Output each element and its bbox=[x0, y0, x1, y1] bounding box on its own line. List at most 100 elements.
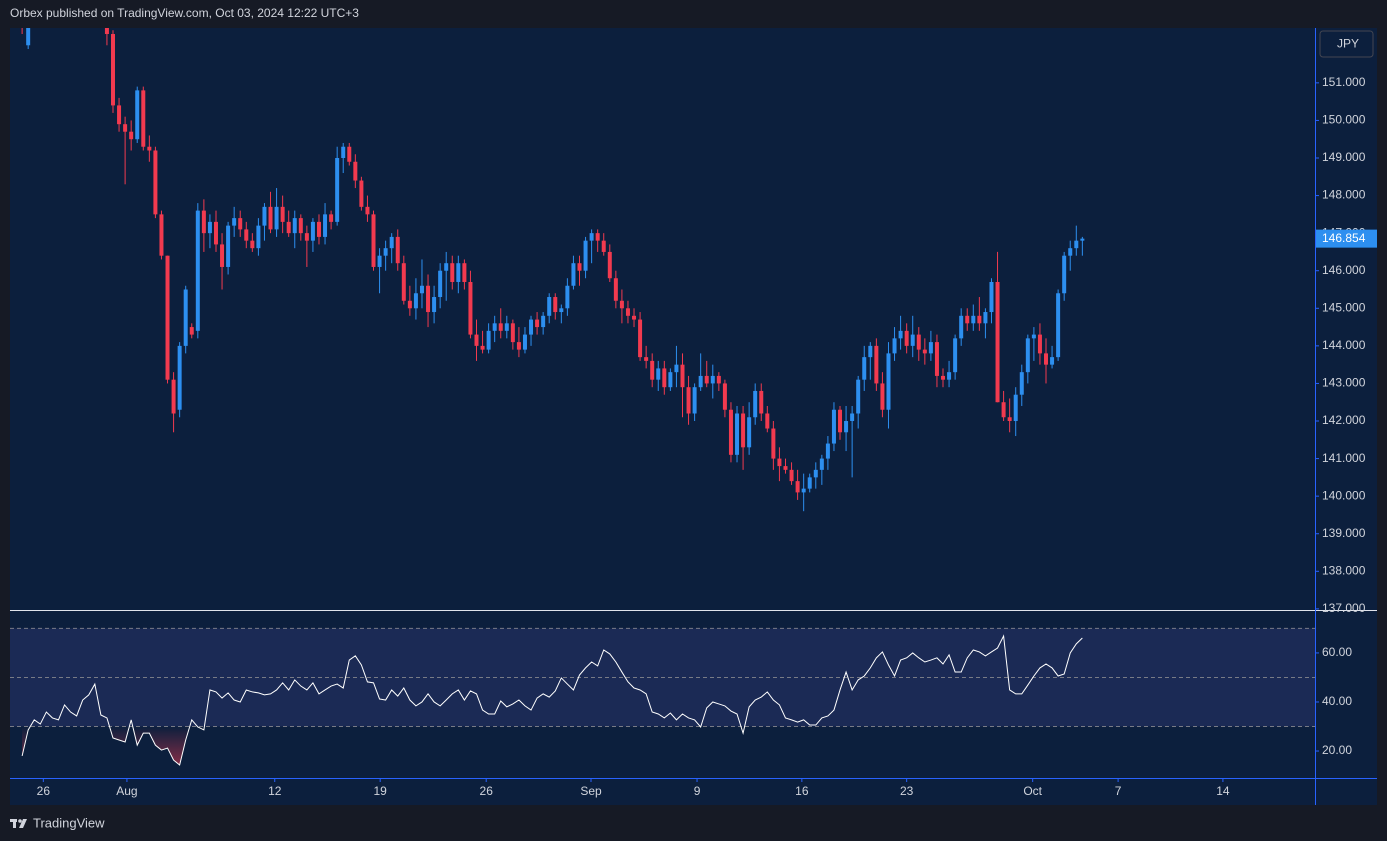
candle-body bbox=[831, 409, 836, 444]
header-text: Orbex published on TradingView.com, Oct … bbox=[10, 6, 359, 20]
candle-body bbox=[486, 330, 491, 350]
y-tick-label: 20.00 bbox=[1322, 743, 1352, 757]
candle-body bbox=[656, 368, 661, 380]
candle-body bbox=[777, 458, 782, 467]
candle-body bbox=[341, 146, 346, 159]
x-tick-label: 19 bbox=[373, 784, 387, 798]
candle-body bbox=[910, 334, 915, 346]
candle-body bbox=[232, 218, 237, 226]
price-axis-area bbox=[1315, 28, 1377, 805]
last-price-label: 146.854 bbox=[1322, 231, 1366, 245]
candle-body bbox=[117, 105, 122, 125]
candle-body bbox=[977, 315, 982, 324]
candle-body bbox=[1044, 353, 1049, 365]
candle-body bbox=[377, 255, 382, 267]
candle-body bbox=[838, 409, 843, 433]
candle-body bbox=[226, 225, 231, 267]
candle-body bbox=[171, 379, 176, 414]
candle-body bbox=[280, 206, 285, 222]
y-tick-label: 144.000 bbox=[1322, 338, 1366, 352]
candle-body bbox=[1074, 240, 1079, 249]
x-tick-label: 26 bbox=[480, 784, 494, 798]
candle-body bbox=[553, 297, 558, 313]
candle-body bbox=[825, 443, 830, 459]
candle-body bbox=[286, 221, 291, 234]
candle-body bbox=[722, 383, 727, 410]
candle-body bbox=[880, 383, 885, 410]
oversold-fill bbox=[22, 726, 745, 766]
candle-body bbox=[886, 353, 891, 410]
candle-body bbox=[110, 34, 115, 106]
candle-body bbox=[468, 281, 473, 335]
candle-body bbox=[571, 263, 576, 286]
candle-body bbox=[26, 28, 31, 46]
candle-body bbox=[438, 270, 443, 298]
candle-body bbox=[1050, 357, 1055, 365]
candle-body bbox=[401, 263, 406, 301]
candle-body bbox=[535, 319, 540, 328]
y-tick-label: 143.000 bbox=[1322, 376, 1366, 390]
candle-body bbox=[183, 289, 188, 346]
currency-label[interactable]: JPY bbox=[1337, 37, 1359, 51]
candle-body bbox=[444, 263, 449, 271]
candle-body bbox=[462, 263, 467, 282]
candle-body bbox=[432, 297, 437, 313]
candle-body bbox=[244, 229, 249, 241]
candle-body bbox=[892, 338, 897, 354]
candle-body bbox=[504, 323, 509, 331]
candle-body bbox=[413, 293, 418, 309]
candle-body bbox=[1056, 293, 1061, 358]
candle-body bbox=[613, 278, 618, 301]
candle-body bbox=[922, 349, 927, 354]
candle-body bbox=[916, 334, 921, 350]
candle-body bbox=[904, 330, 909, 346]
candle-body bbox=[329, 214, 334, 222]
candle-body bbox=[1001, 402, 1006, 418]
y-tick-label: 150.000 bbox=[1322, 113, 1366, 127]
candle-body bbox=[104, 28, 109, 35]
candle-body bbox=[668, 372, 673, 388]
candle-body bbox=[123, 124, 128, 132]
candle-body bbox=[947, 372, 952, 380]
candle-body bbox=[1031, 334, 1036, 339]
candle-body bbox=[813, 469, 818, 478]
x-tick-label: 12 bbox=[268, 784, 282, 798]
candle-body bbox=[850, 413, 855, 422]
candle-body bbox=[928, 342, 933, 354]
candle-body bbox=[783, 466, 788, 470]
candle-body bbox=[953, 338, 958, 373]
x-tick-label: 23 bbox=[900, 784, 914, 798]
candle-body bbox=[819, 458, 824, 470]
candle-body bbox=[522, 334, 527, 350]
candle-body bbox=[250, 240, 255, 249]
candle-body bbox=[516, 342, 521, 350]
candle-body bbox=[510, 323, 515, 343]
y-tick-label: 140.000 bbox=[1322, 488, 1366, 502]
candle-body bbox=[323, 214, 328, 237]
candle-body bbox=[686, 387, 691, 414]
candle-body bbox=[1013, 394, 1018, 422]
candle-body bbox=[426, 285, 431, 313]
candle-body bbox=[856, 379, 861, 414]
candle-body bbox=[207, 221, 212, 234]
y-tick-label: 137.000 bbox=[1322, 601, 1366, 615]
candle-body bbox=[213, 221, 218, 245]
candle-body bbox=[141, 90, 146, 147]
time-axis-area bbox=[10, 778, 1315, 805]
candle-body bbox=[625, 308, 630, 316]
currency-button[interactable] bbox=[1319, 30, 1374, 58]
candle-body bbox=[983, 312, 988, 324]
candle-body bbox=[959, 315, 964, 339]
candle-body bbox=[298, 218, 303, 234]
candle-body bbox=[759, 390, 764, 414]
tradingview-logo bbox=[10, 819, 27, 828]
candle-body bbox=[159, 214, 164, 256]
candle-body bbox=[353, 161, 358, 181]
candle-body bbox=[292, 218, 297, 234]
candle-body bbox=[650, 360, 655, 380]
candle-body bbox=[1080, 238, 1085, 241]
candle-body bbox=[607, 251, 612, 279]
candle-body bbox=[189, 327, 194, 335]
x-tick-label: Oct bbox=[1023, 784, 1042, 798]
